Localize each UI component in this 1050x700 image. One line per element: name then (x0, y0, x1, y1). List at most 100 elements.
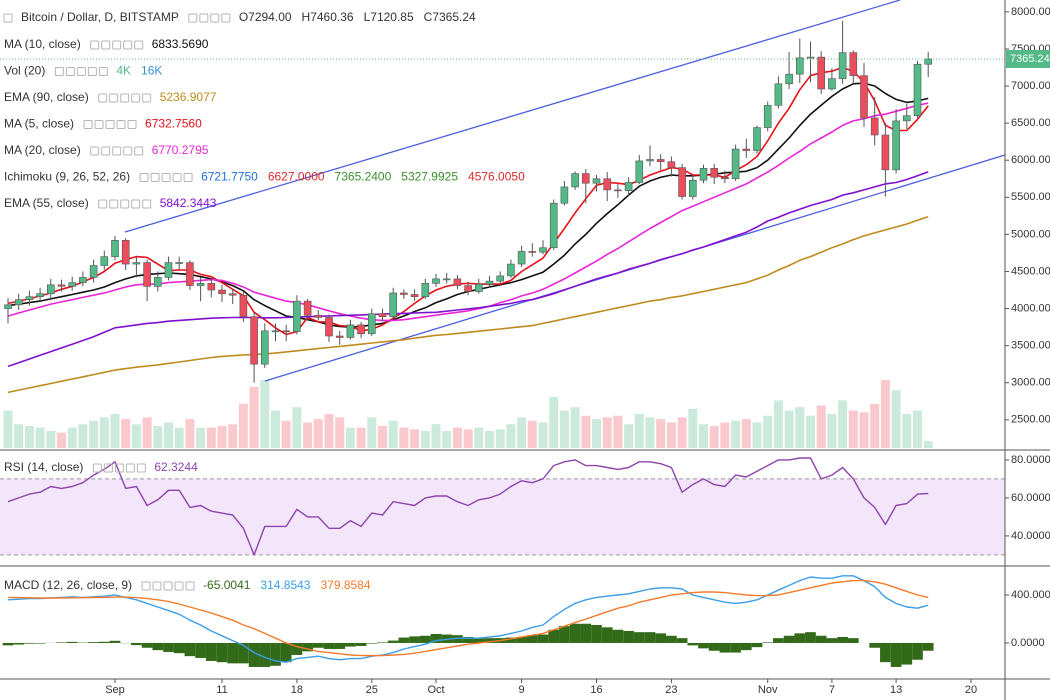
candle-body (218, 289, 226, 295)
macd-histogram-bar (430, 633, 442, 643)
volume-bar (656, 419, 666, 448)
macd-histogram-bar (708, 642, 720, 651)
macd-line (7, 575, 929, 663)
candle-body (838, 52, 847, 79)
legend-icon (136, 463, 146, 473)
volume-bar (153, 425, 163, 448)
macd-histogram-bar (184, 642, 196, 657)
macd-histogram-bar (633, 632, 645, 643)
y-tick-label: 3500.00 (1011, 340, 1050, 352)
volume-bar (313, 419, 323, 448)
macd-histogram-bar (259, 642, 271, 667)
macd-histogram-bar (740, 642, 752, 651)
volume-bar (559, 410, 569, 448)
macd-histogram-bar (698, 642, 709, 649)
x-tick-label: Nov (758, 684, 778, 696)
macd-histogram-bar (912, 642, 923, 660)
candle-body (528, 251, 537, 253)
legend-icon (131, 199, 141, 209)
indicator-name: MACD (12, 26, close, 9) (4, 578, 132, 592)
candle-body (389, 292, 398, 318)
legend-icon (114, 463, 124, 473)
indicator-value: 16K (141, 64, 162, 78)
indicator-value: 62.3244 (154, 460, 198, 474)
legend-icon (185, 581, 195, 591)
candle-body (464, 285, 472, 292)
macd-histogram-bar (302, 642, 313, 652)
rsi-line (7, 457, 929, 556)
volume-bar (452, 427, 462, 448)
candle-body (774, 83, 783, 106)
legend-icon (92, 463, 102, 473)
indicator-line (7, 171, 929, 368)
macd-histogram-bar (452, 635, 463, 643)
candle-body (271, 330, 280, 333)
candle-body (432, 278, 440, 284)
macd-histogram-bar (548, 629, 560, 643)
macd-histogram-bar (837, 636, 848, 643)
indicator-value: 6721.7750 (201, 170, 258, 184)
candle-body (560, 186, 569, 204)
volume-bar (303, 422, 313, 448)
volume-bar (57, 432, 66, 448)
volume-bar (613, 415, 623, 448)
volume-bar (463, 429, 473, 448)
volume-bar (720, 422, 730, 448)
x-tick-label: 20 (965, 684, 977, 696)
indicator-value: 4576.0050 (468, 170, 525, 184)
volume-bar (46, 431, 56, 448)
indicator-value: 5236.9077 (160, 90, 217, 104)
volume-bar (838, 400, 848, 448)
indicator-name: RSI (14, close) (4, 460, 83, 474)
candle-body (539, 247, 547, 253)
volume-bar (142, 417, 152, 448)
y-tick-label: 4500.00 (1011, 265, 1050, 277)
volume-bar (378, 425, 387, 448)
x-tick-label: 9 (519, 684, 525, 696)
volume-bar (666, 422, 676, 448)
legend-icon (221, 13, 231, 23)
y-tick-label: 2500.00 (1011, 414, 1050, 426)
macd-histogram-bar (195, 642, 206, 658)
macd-histogram-bar (238, 642, 249, 664)
candle-body (196, 283, 205, 286)
legend-icon (98, 93, 108, 103)
macd-histogram-bar (516, 636, 527, 643)
macd-histogram-bar (345, 642, 356, 647)
volume-bar (752, 422, 762, 448)
candle-body (453, 278, 462, 286)
macd-histogram-bar (291, 642, 303, 655)
volume-bar (356, 427, 366, 448)
macd-histogram-bar (205, 642, 217, 661)
macd-histogram-bar (131, 642, 142, 646)
volume-bar (367, 417, 377, 448)
candle-body (378, 313, 387, 318)
macd-histogram-bar (312, 642, 324, 648)
legend-icon (134, 146, 144, 156)
legend-icon (123, 40, 133, 50)
candle-body (485, 280, 494, 285)
candle-body (581, 173, 590, 184)
macd-histogram-bar (109, 640, 121, 643)
volume-bar (292, 407, 302, 448)
candle-body (656, 159, 665, 162)
legend-icon (120, 93, 130, 103)
volume-bar (527, 420, 537, 448)
legend-icon (139, 173, 149, 182)
indicator-name: Vol (20) (4, 64, 45, 78)
macd-histogram-bar (601, 627, 613, 643)
macd-histogram-bar (869, 642, 881, 648)
x-tick-label: 18 (291, 684, 303, 696)
candle-body (571, 173, 579, 188)
indicator-value: 6732.7560 (145, 117, 202, 131)
macd-histogram-bar (248, 642, 260, 667)
candle-body (763, 105, 772, 128)
macd-histogram-bar (676, 638, 688, 643)
macd-histogram-bar (773, 638, 784, 643)
legend-icon (98, 199, 108, 209)
candle-body (881, 134, 890, 171)
volume-bar (324, 414, 334, 448)
candle-body (860, 75, 868, 119)
rsi-band (0, 478, 1005, 555)
volume-bar (570, 407, 580, 448)
